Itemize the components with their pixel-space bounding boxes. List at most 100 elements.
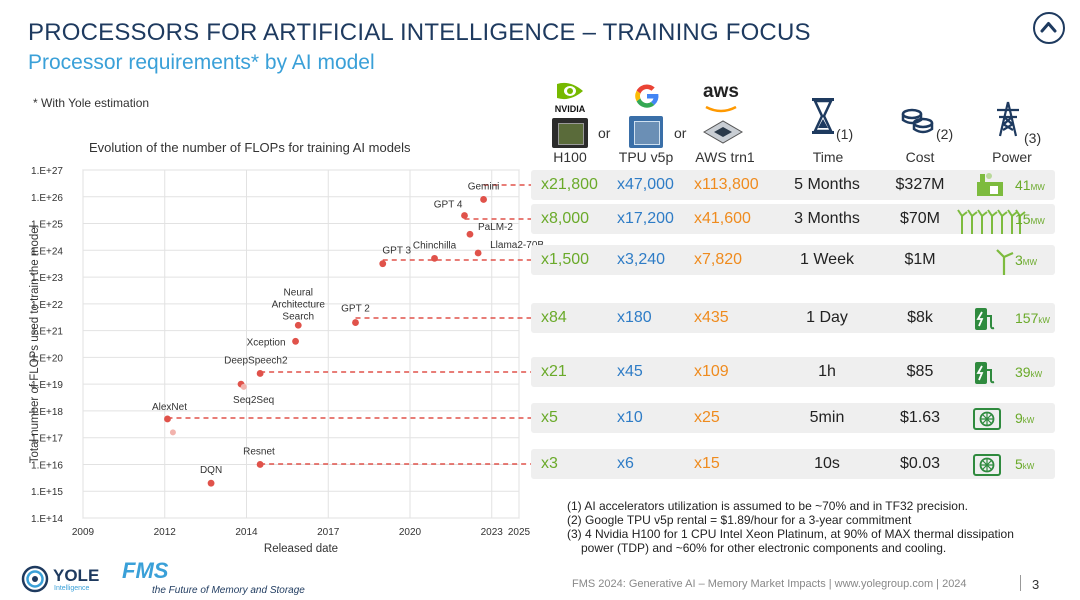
x-axis-label: Released date bbox=[264, 543, 338, 555]
trn-value: x25 bbox=[694, 409, 720, 426]
y-tick-label: 1.E+23 bbox=[31, 273, 63, 284]
data-point-label: GPT 2 bbox=[341, 304, 370, 315]
data-point bbox=[169, 429, 176, 436]
y-tick-label: 1.E+22 bbox=[31, 300, 63, 311]
power-value: 3MW bbox=[1015, 252, 1037, 268]
x-tick-label: 2012 bbox=[154, 527, 177, 538]
cost-value: $85 bbox=[906, 363, 934, 380]
yole-sub: Intelligence bbox=[54, 585, 90, 592]
x-tick-label: 2009 bbox=[72, 527, 95, 538]
data-point bbox=[461, 212, 468, 219]
data-point bbox=[256, 461, 264, 468]
y-tick-label: 1.E+26 bbox=[31, 193, 63, 204]
tpu-value: x3,240 bbox=[617, 251, 666, 268]
data-point-label: GPT 3 bbox=[382, 246, 411, 257]
power-pylon-icon bbox=[993, 100, 1023, 138]
header-h100: H100 bbox=[553, 149, 587, 165]
h100-value: x5 bbox=[541, 409, 558, 426]
power-footnote-ref: (3) bbox=[1024, 130, 1042, 146]
data-point-label: Seq2Seq bbox=[233, 395, 274, 406]
y-axis-label: Total number of FLOPs used to train the … bbox=[29, 225, 41, 463]
data-point bbox=[431, 254, 438, 262]
ev-charger-icon bbox=[973, 360, 997, 391]
data-point bbox=[294, 321, 302, 329]
time-value: 5min bbox=[809, 409, 845, 426]
cost-value: $0.03 bbox=[899, 455, 941, 472]
fms-tagline: the Future of Memory and Storage bbox=[152, 585, 305, 596]
power-unit: MW bbox=[1030, 183, 1045, 192]
ev-charger-icon bbox=[973, 306, 997, 337]
power-number: 15 bbox=[1015, 211, 1031, 227]
x-tick-label: 2020 bbox=[399, 527, 422, 538]
h100-value: x8,000 bbox=[541, 210, 590, 227]
header-power: Power bbox=[992, 149, 1032, 165]
y-tick-label: 1.E+15 bbox=[31, 487, 63, 498]
header-trn: AWS trn1 bbox=[695, 149, 755, 165]
y-tick-label: 1.E+17 bbox=[31, 434, 63, 445]
data-point-label: Architecture bbox=[272, 299, 326, 310]
table-row bbox=[531, 204, 1055, 234]
fms-wordmark: FMS bbox=[122, 558, 169, 583]
wind-farm-icon bbox=[956, 206, 1026, 239]
tpu-value: x17,200 bbox=[617, 210, 674, 227]
scroll-up-button[interactable] bbox=[1033, 12, 1065, 44]
page-title: PROCESSORS FOR ARTIFICIAL INTELLIGENCE –… bbox=[28, 19, 811, 46]
cost-value: $70M bbox=[899, 210, 941, 227]
power-number: 41 bbox=[1015, 177, 1031, 193]
power-unit: kW bbox=[1022, 416, 1035, 425]
table-row bbox=[531, 403, 1055, 433]
data-point-label: Search bbox=[282, 311, 314, 322]
wind-turbine-icon bbox=[993, 247, 1015, 280]
table-row bbox=[531, 170, 1055, 200]
power-value: 5kW bbox=[1015, 456, 1034, 472]
or-label: or bbox=[674, 125, 687, 141]
cost-value: $1M bbox=[904, 251, 936, 268]
yole-swirl-icon bbox=[21, 565, 49, 593]
data-point-label: Llama2-70B bbox=[490, 240, 544, 251]
power-unit: MW bbox=[1030, 217, 1045, 226]
or-label: or bbox=[598, 125, 611, 141]
yole-wordmark: YOLE bbox=[53, 566, 100, 585]
trn-value: x41,600 bbox=[694, 210, 751, 227]
tpu-value: x45 bbox=[617, 363, 643, 380]
table-row bbox=[531, 449, 1055, 479]
trn-value: x435 bbox=[694, 309, 729, 326]
data-point bbox=[292, 337, 299, 345]
plot-frame bbox=[82, 169, 520, 519]
nvidia-logo: NVIDIA bbox=[549, 82, 591, 114]
cost-footnote-ref: (2) bbox=[936, 126, 954, 142]
hourglass-icon bbox=[810, 97, 836, 135]
page-number: 3 bbox=[1032, 577, 1040, 592]
footer-divider bbox=[1020, 575, 1021, 591]
chart-title: Evolution of the number of FLOPs for tra… bbox=[89, 140, 411, 155]
table-row bbox=[531, 303, 1055, 333]
cost-value: $1.63 bbox=[899, 409, 941, 426]
time-value: 10s bbox=[814, 455, 840, 472]
power-value: 157kW bbox=[1015, 310, 1050, 326]
data-point-label: Xception bbox=[247, 337, 286, 348]
footnote-1: (1) AI accelerators utilization is assum… bbox=[567, 499, 968, 513]
data-point bbox=[207, 479, 215, 487]
chevron-up-icon bbox=[1040, 22, 1057, 33]
data-point bbox=[256, 370, 264, 377]
tpu-value: x47,000 bbox=[617, 176, 674, 193]
nvidia-wordmark: NVIDIA bbox=[554, 104, 586, 114]
h100-chip-icon bbox=[552, 118, 588, 148]
power-value: 39kW bbox=[1015, 364, 1042, 380]
y-tick-label: 1.E+24 bbox=[31, 246, 63, 257]
h100-value: x84 bbox=[541, 309, 567, 326]
time-value: 3 Months bbox=[794, 210, 860, 227]
air-conditioner-icon bbox=[973, 407, 1001, 436]
estimation-note: * With Yole estimation bbox=[33, 96, 150, 110]
power-value: 41MW bbox=[1015, 177, 1045, 193]
footnote-3-cont: power (TDP) and ~60% for other electroni… bbox=[581, 541, 947, 555]
footnote-3: (3) 4 Nvidia H100 for 1 CPU Intel Xeon P… bbox=[567, 527, 1014, 541]
y-tick-label: 1.E+25 bbox=[31, 220, 63, 231]
data-point bbox=[474, 249, 482, 257]
data-point-label: DeepSpeech2 bbox=[224, 355, 288, 366]
flops-chart: Evolution of the number of FLOPs for tra… bbox=[29, 140, 544, 555]
x-tick-label: 2025 bbox=[508, 527, 531, 538]
y-tick-label: 1.E+20 bbox=[31, 353, 63, 364]
power-plant-icon bbox=[975, 172, 1005, 203]
